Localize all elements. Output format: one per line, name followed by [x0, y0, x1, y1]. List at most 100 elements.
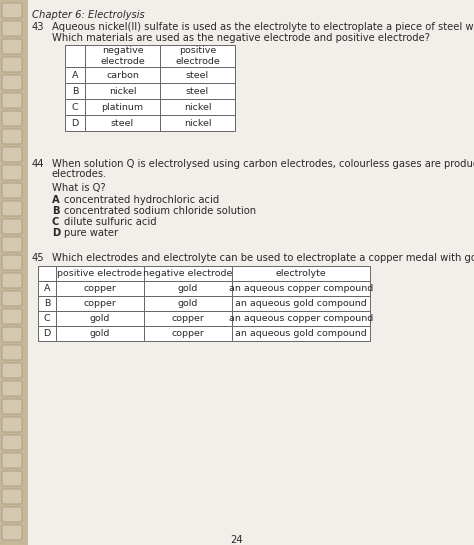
- Text: platinum: platinum: [101, 102, 144, 112]
- Bar: [38, 296, 56, 311]
- Text: What is Q?: What is Q?: [52, 183, 106, 193]
- Bar: [38, 311, 56, 326]
- FancyBboxPatch shape: [2, 93, 22, 108]
- Text: gold: gold: [90, 329, 110, 338]
- Bar: [144, 326, 232, 341]
- Text: B: B: [72, 87, 78, 95]
- Bar: [144, 311, 232, 326]
- Bar: [232, 326, 370, 341]
- Bar: [85, 99, 160, 115]
- Bar: [65, 83, 85, 99]
- Bar: [0, 0, 28, 545]
- FancyBboxPatch shape: [2, 417, 22, 432]
- FancyBboxPatch shape: [2, 111, 22, 126]
- Text: steel: steel: [111, 118, 134, 128]
- Text: C: C: [72, 102, 78, 112]
- FancyBboxPatch shape: [2, 237, 22, 252]
- Text: 45: 45: [32, 253, 45, 263]
- Bar: [160, 45, 235, 67]
- Bar: [85, 115, 160, 131]
- FancyBboxPatch shape: [2, 273, 22, 288]
- Text: gold: gold: [90, 314, 110, 323]
- Bar: [65, 99, 85, 115]
- Text: gold: gold: [178, 284, 198, 293]
- Bar: [38, 326, 56, 341]
- FancyBboxPatch shape: [2, 183, 22, 198]
- FancyBboxPatch shape: [2, 381, 22, 396]
- Text: D: D: [44, 329, 51, 338]
- Text: an aqueous copper compound: an aqueous copper compound: [229, 284, 373, 293]
- FancyBboxPatch shape: [2, 255, 22, 270]
- Text: copper: copper: [83, 284, 117, 293]
- Bar: [56, 311, 144, 326]
- Text: pure water: pure water: [64, 228, 118, 238]
- Bar: [56, 281, 144, 296]
- Text: nickel: nickel: [109, 87, 136, 95]
- Text: steel: steel: [186, 70, 209, 80]
- Text: Aqueous nickel(II) sulfate is used as the electrolyte to electroplate a piece of: Aqueous nickel(II) sulfate is used as th…: [52, 22, 474, 32]
- Bar: [38, 281, 56, 296]
- FancyBboxPatch shape: [2, 453, 22, 468]
- FancyBboxPatch shape: [2, 345, 22, 360]
- Text: negative
electrode: negative electrode: [100, 46, 145, 66]
- Bar: [144, 281, 232, 296]
- Text: an aqueous gold compound: an aqueous gold compound: [235, 329, 367, 338]
- Text: electrodes.: electrodes.: [52, 169, 108, 179]
- Text: electrolyte: electrolyte: [275, 269, 327, 278]
- Bar: [38, 266, 56, 281]
- Text: copper: copper: [172, 329, 204, 338]
- FancyBboxPatch shape: [2, 75, 22, 90]
- FancyBboxPatch shape: [2, 39, 22, 54]
- Text: copper: copper: [83, 299, 117, 308]
- Text: an aqueous gold compound: an aqueous gold compound: [235, 299, 367, 308]
- Text: nickel: nickel: [184, 118, 211, 128]
- Text: 24: 24: [231, 535, 243, 545]
- Bar: [160, 83, 235, 99]
- Bar: [56, 326, 144, 341]
- FancyBboxPatch shape: [2, 327, 22, 342]
- Bar: [144, 296, 232, 311]
- Text: C: C: [44, 314, 50, 323]
- Bar: [232, 311, 370, 326]
- FancyBboxPatch shape: [2, 3, 22, 18]
- Bar: [232, 266, 370, 281]
- Text: D: D: [52, 228, 60, 238]
- FancyBboxPatch shape: [2, 201, 22, 216]
- Text: 44: 44: [32, 159, 45, 169]
- Bar: [144, 266, 232, 281]
- Text: positive electrode: positive electrode: [57, 269, 143, 278]
- Bar: [65, 45, 85, 67]
- Bar: [160, 115, 235, 131]
- Bar: [85, 67, 160, 83]
- FancyBboxPatch shape: [2, 399, 22, 414]
- FancyBboxPatch shape: [2, 165, 22, 180]
- Bar: [85, 45, 160, 67]
- Text: copper: copper: [172, 314, 204, 323]
- Bar: [160, 99, 235, 115]
- FancyBboxPatch shape: [2, 57, 22, 72]
- Text: A: A: [44, 284, 50, 293]
- Text: nickel: nickel: [184, 102, 211, 112]
- FancyBboxPatch shape: [2, 291, 22, 306]
- Text: an aqueous copper compound: an aqueous copper compound: [229, 314, 373, 323]
- Text: Chapter 6: Electrolysis: Chapter 6: Electrolysis: [32, 10, 145, 20]
- Text: gold: gold: [178, 299, 198, 308]
- Text: When solution Q is electrolysed using carbon electrodes, colourless gases are pr: When solution Q is electrolysed using ca…: [52, 159, 474, 169]
- Text: Which materials are used as the negative electrode and positive electrode?: Which materials are used as the negative…: [52, 33, 430, 43]
- Bar: [232, 296, 370, 311]
- Text: Which electrodes and electrolyte can be used to electroplate a copper medal with: Which electrodes and electrolyte can be …: [52, 253, 474, 263]
- FancyBboxPatch shape: [2, 507, 22, 522]
- Text: positive
electrode: positive electrode: [175, 46, 220, 66]
- Text: C: C: [52, 217, 59, 227]
- Text: concentrated sodium chloride solution: concentrated sodium chloride solution: [64, 206, 256, 216]
- Bar: [56, 266, 144, 281]
- Text: 43: 43: [32, 22, 45, 32]
- Bar: [56, 296, 144, 311]
- Text: A: A: [72, 70, 78, 80]
- Text: dilute sulfuric acid: dilute sulfuric acid: [64, 217, 156, 227]
- Bar: [232, 281, 370, 296]
- Text: B: B: [52, 206, 60, 216]
- FancyBboxPatch shape: [2, 219, 22, 234]
- FancyBboxPatch shape: [2, 129, 22, 144]
- FancyBboxPatch shape: [2, 21, 22, 36]
